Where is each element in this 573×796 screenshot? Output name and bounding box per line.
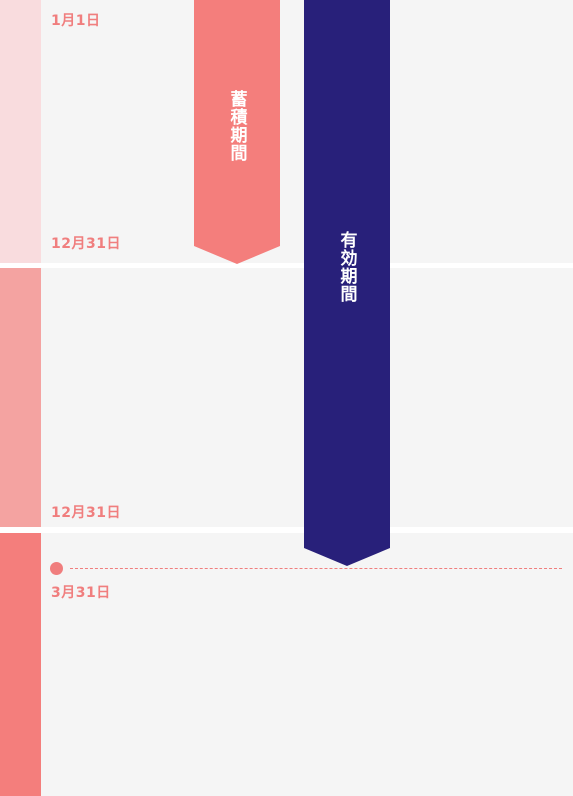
year-1-strip: [0, 0, 41, 263]
year-row-1: [0, 0, 573, 263]
year-3-strip: [0, 533, 41, 796]
expiry-dashed-line: [70, 568, 562, 569]
year-2-end-date-label: 12月31日: [51, 505, 121, 521]
expiry-date-label: 3月31日: [51, 585, 111, 601]
year-row-3: [0, 533, 573, 796]
start-date-label: 1月1日: [51, 13, 101, 29]
year-2-strip: [0, 268, 41, 527]
expiry-marker-dot: [50, 562, 63, 575]
validity-period-arrow: 有効期間: [304, 0, 390, 566]
accumulation-period-label: 蓄積期間: [226, 90, 247, 162]
year-row-2: [0, 268, 573, 527]
year-1-end-date-label: 12月31日: [51, 236, 121, 252]
validity-period-label: 有効期間: [336, 231, 357, 303]
accumulation-period-arrow: 蓄積期間: [194, 0, 280, 264]
